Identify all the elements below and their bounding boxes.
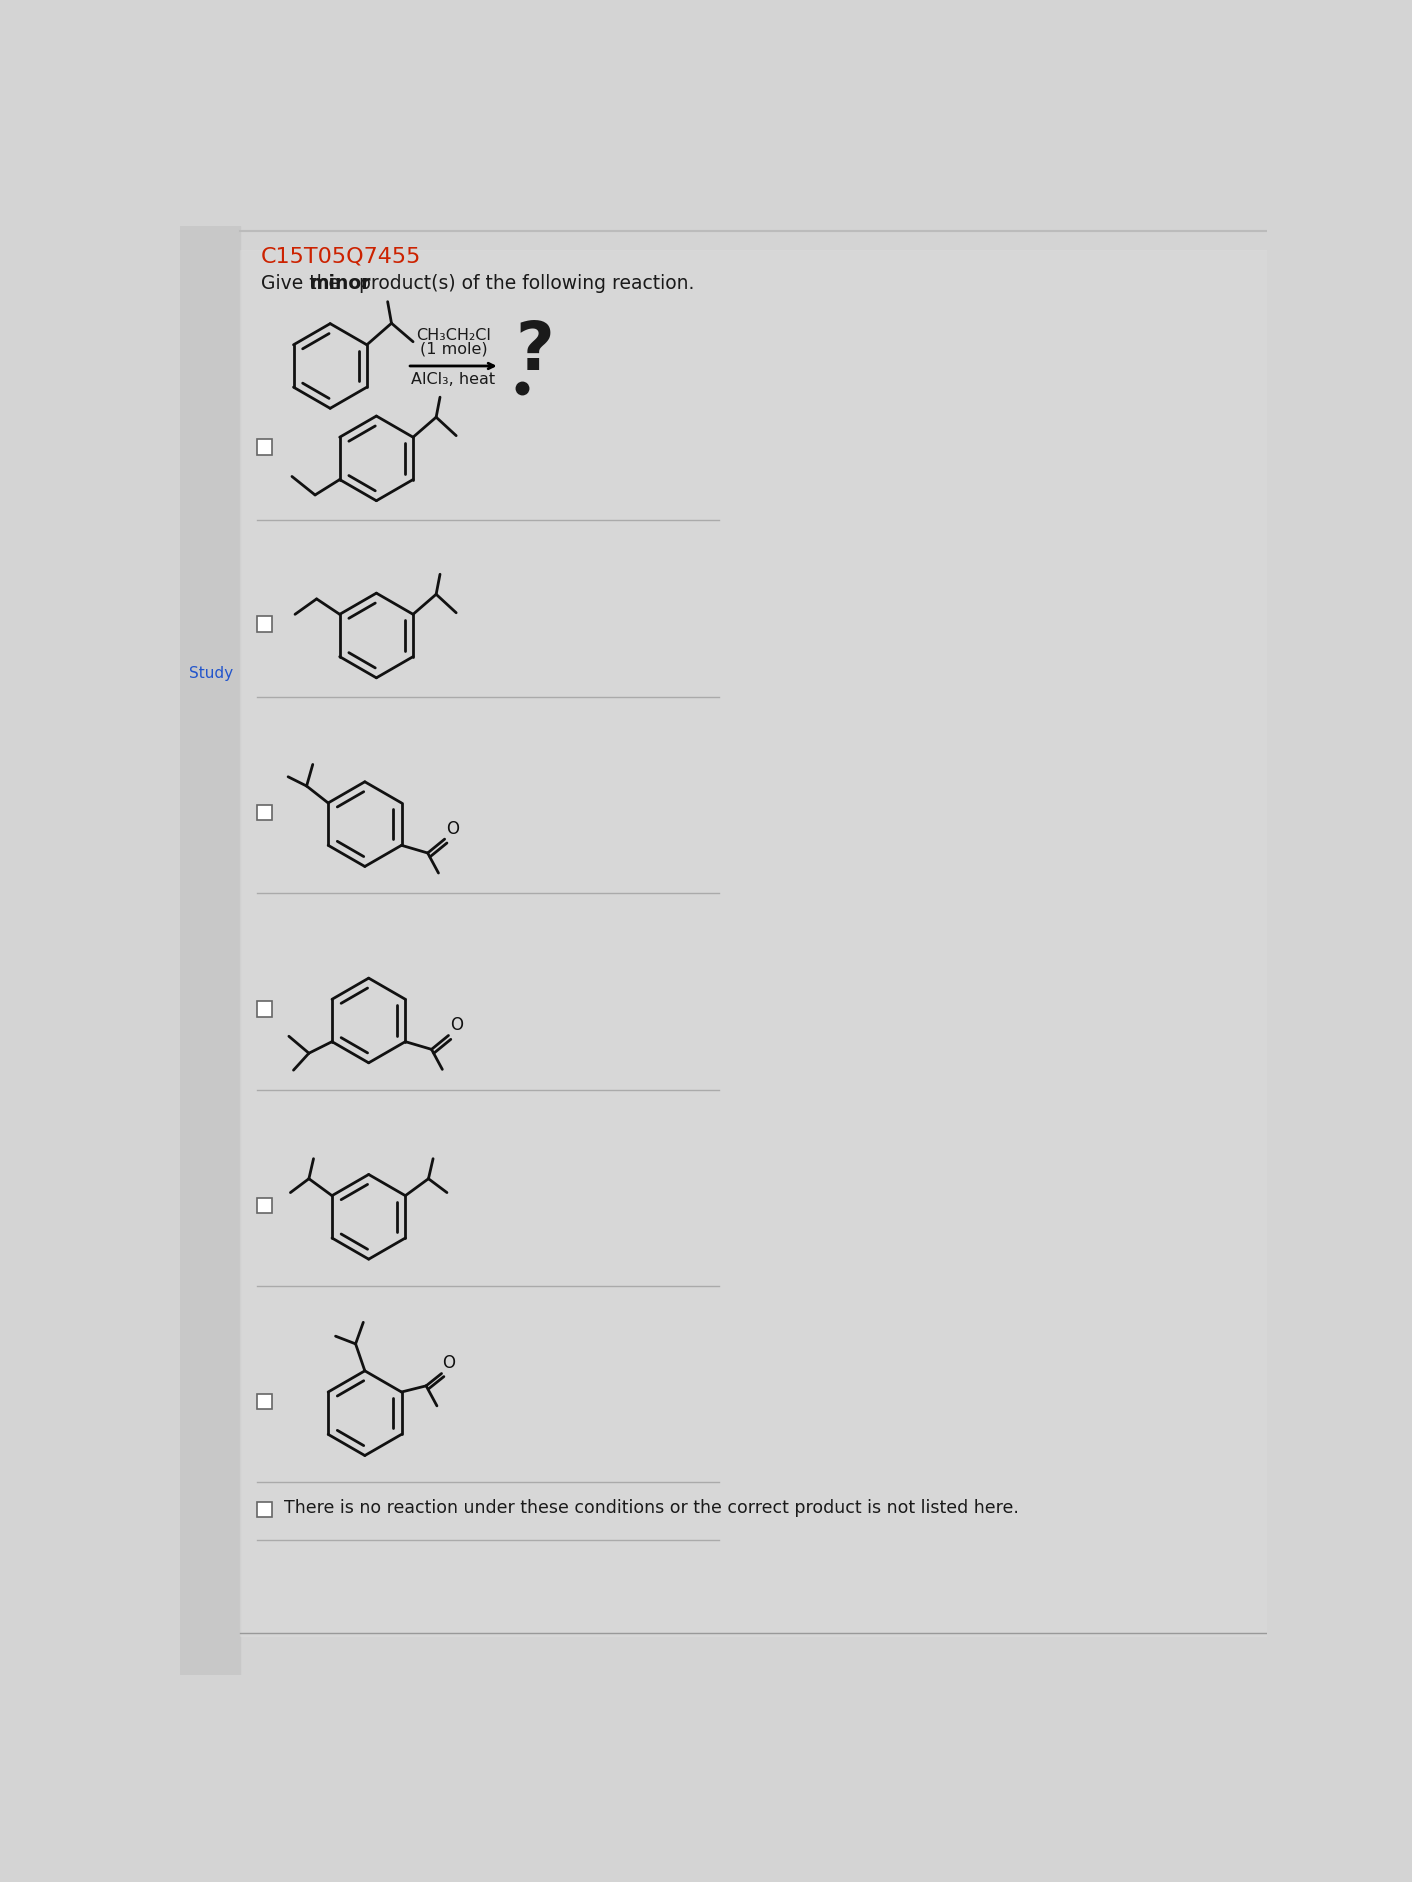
Bar: [257, 1502, 273, 1517]
Text: AlCl₃, heat: AlCl₃, heat: [411, 373, 496, 388]
Bar: [181, 226, 240, 1675]
Text: C15T05Q7455: C15T05Q7455: [261, 247, 421, 267]
Bar: [257, 1001, 273, 1016]
Bar: [257, 805, 273, 821]
Text: product(s) of the following reaction.: product(s) of the following reaction.: [353, 273, 695, 292]
Text: O: O: [442, 1353, 455, 1372]
Bar: [257, 615, 273, 632]
Text: ?: ?: [515, 318, 554, 384]
Text: CH₃CH₂Cl: CH₃CH₂Cl: [417, 327, 491, 343]
Text: minor: minor: [309, 273, 371, 292]
Text: (1 mole): (1 mole): [419, 343, 487, 358]
Text: Give the: Give the: [261, 273, 346, 292]
Text: There is no reaction under these conditions or the correct product is not listed: There is no reaction under these conditi…: [284, 1500, 1019, 1517]
Bar: [257, 1395, 273, 1410]
Bar: [257, 439, 273, 455]
Text: O: O: [446, 819, 459, 837]
Text: Study: Study: [189, 666, 233, 681]
Bar: [257, 1197, 273, 1214]
Text: O: O: [450, 1016, 463, 1033]
